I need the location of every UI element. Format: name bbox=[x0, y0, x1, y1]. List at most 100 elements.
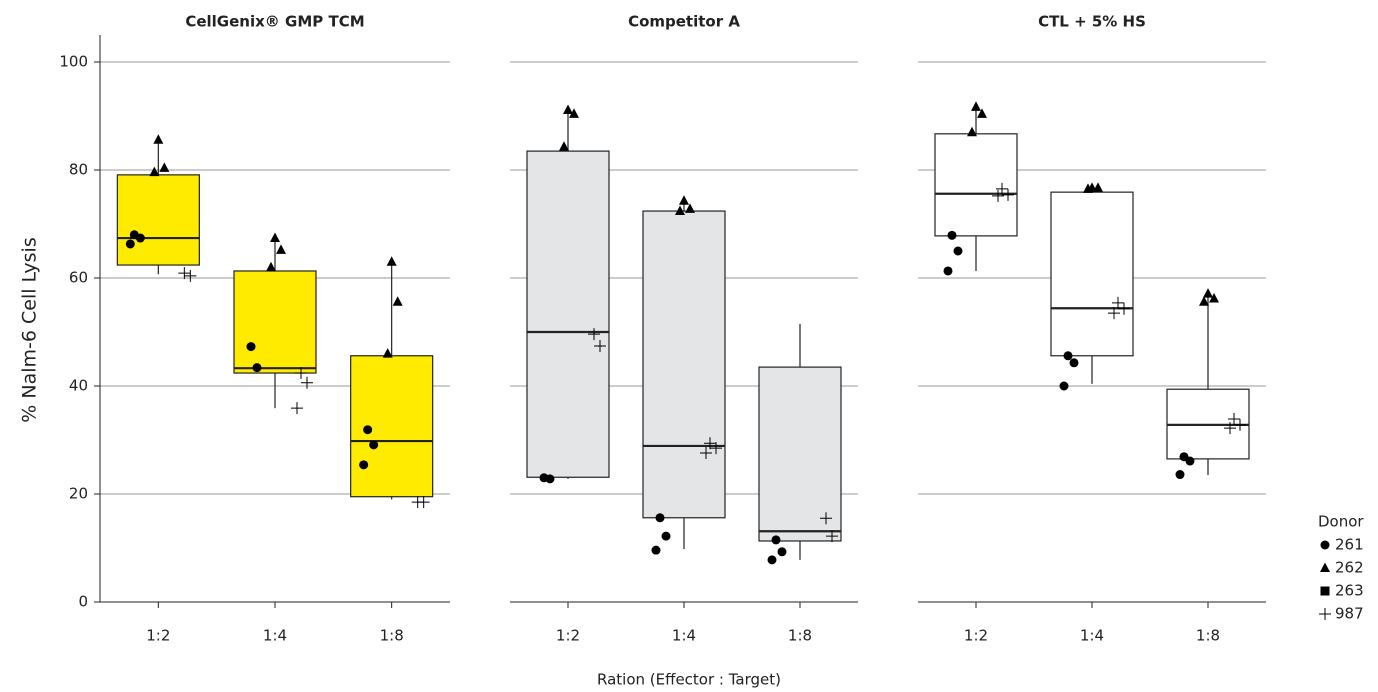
data-point bbox=[1112, 296, 1124, 309]
y-tick-label: 100 bbox=[59, 53, 88, 71]
x-tick-label: 1:4 bbox=[263, 627, 287, 645]
box bbox=[642, 210, 726, 519]
panel-title: CellGenix® GMP TCM bbox=[185, 13, 364, 31]
x-tick-label: 1:2 bbox=[556, 627, 580, 645]
data-point bbox=[1203, 288, 1213, 298]
panel-title: CTL + 5% HS bbox=[1038, 13, 1146, 31]
data-point bbox=[1063, 351, 1073, 361]
data-point bbox=[1199, 296, 1209, 306]
data-point bbox=[1069, 358, 1079, 368]
box bbox=[526, 150, 610, 478]
data-point bbox=[1228, 412, 1240, 425]
data-point bbox=[363, 425, 373, 435]
y-tick-label: 40 bbox=[69, 377, 88, 395]
data-point bbox=[967, 126, 977, 137]
data-point bbox=[135, 233, 145, 243]
data-point bbox=[125, 239, 135, 249]
data-point bbox=[392, 296, 403, 306]
data-point bbox=[771, 535, 781, 545]
data-point bbox=[359, 460, 369, 470]
x-tick-label: 1:4 bbox=[672, 627, 696, 645]
data-point bbox=[149, 166, 160, 177]
x-tick-label: 1:2 bbox=[964, 627, 988, 645]
data-point bbox=[295, 367, 307, 380]
data-point bbox=[700, 446, 712, 459]
y-tick-label: 60 bbox=[69, 269, 88, 287]
x-axis-label: Ration (Effector : Target) bbox=[597, 671, 781, 689]
box bbox=[1050, 191, 1134, 357]
data-point bbox=[977, 108, 987, 118]
legend-marker bbox=[1319, 608, 1331, 620]
data-point bbox=[246, 342, 256, 352]
data-point bbox=[947, 230, 957, 240]
data-point bbox=[594, 340, 606, 353]
data-point bbox=[704, 437, 716, 450]
data-point bbox=[661, 531, 671, 541]
data-point bbox=[252, 363, 262, 373]
data-point bbox=[153, 134, 164, 144]
data-point bbox=[1234, 418, 1246, 431]
data-point bbox=[1108, 307, 1120, 320]
data-point bbox=[685, 203, 695, 213]
data-point bbox=[266, 261, 276, 272]
y-tick-label: 0 bbox=[78, 593, 88, 611]
data-point bbox=[1224, 422, 1236, 435]
data-point bbox=[953, 246, 963, 256]
data-point bbox=[1083, 183, 1093, 193]
data-point bbox=[1002, 188, 1014, 201]
data-point bbox=[159, 162, 170, 172]
data-point bbox=[820, 512, 832, 525]
legend-label: 261 bbox=[1335, 536, 1364, 554]
box bbox=[350, 355, 434, 498]
data-point bbox=[184, 269, 197, 282]
data-point bbox=[301, 376, 313, 389]
y-tick-label: 20 bbox=[69, 485, 88, 503]
data-point bbox=[1209, 293, 1219, 303]
data-point bbox=[655, 513, 665, 523]
data-point bbox=[270, 232, 280, 243]
data-point bbox=[675, 205, 685, 216]
box bbox=[233, 270, 317, 374]
x-tick-label: 1:8 bbox=[1196, 627, 1220, 645]
data-point bbox=[569, 108, 579, 118]
y-axis-label: % Nalm-6 Cell Lysis bbox=[19, 237, 41, 422]
data-point bbox=[679, 195, 689, 205]
legend-marker bbox=[1320, 562, 1330, 572]
data-point bbox=[971, 101, 981, 111]
data-point bbox=[369, 440, 379, 450]
data-point bbox=[992, 189, 1004, 202]
data-point bbox=[386, 256, 397, 266]
data-point bbox=[417, 496, 430, 509]
data-point bbox=[382, 348, 393, 358]
data-point bbox=[1093, 182, 1103, 192]
data-point bbox=[996, 182, 1008, 195]
data-point bbox=[178, 267, 191, 280]
legend-marker bbox=[1320, 586, 1330, 596]
x-tick-label: 1:8 bbox=[380, 627, 404, 645]
data-point bbox=[826, 530, 838, 543]
data-point bbox=[1118, 302, 1130, 315]
data-point bbox=[291, 402, 303, 415]
data-point bbox=[559, 141, 569, 151]
x-tick-label: 1:8 bbox=[788, 627, 812, 645]
y-tick-label: 80 bbox=[69, 161, 88, 179]
data-point bbox=[563, 104, 573, 115]
data-point bbox=[588, 328, 600, 341]
legend-label: 263 bbox=[1335, 582, 1364, 600]
x-tick-label: 1:2 bbox=[146, 627, 170, 645]
panel-title: Competitor A bbox=[628, 13, 740, 31]
data-point bbox=[276, 244, 286, 254]
box bbox=[934, 133, 1018, 237]
data-point bbox=[1185, 456, 1195, 466]
box bbox=[758, 366, 842, 542]
data-point bbox=[943, 266, 953, 276]
legend-title: Donor bbox=[1318, 513, 1364, 531]
legend-marker bbox=[1320, 540, 1330, 550]
box bbox=[116, 174, 200, 266]
legend-label: 987 bbox=[1335, 605, 1364, 623]
data-point bbox=[545, 474, 555, 484]
x-tick-label: 1:4 bbox=[1080, 627, 1104, 645]
data-point bbox=[1059, 381, 1069, 391]
legend-label: 262 bbox=[1335, 559, 1364, 577]
